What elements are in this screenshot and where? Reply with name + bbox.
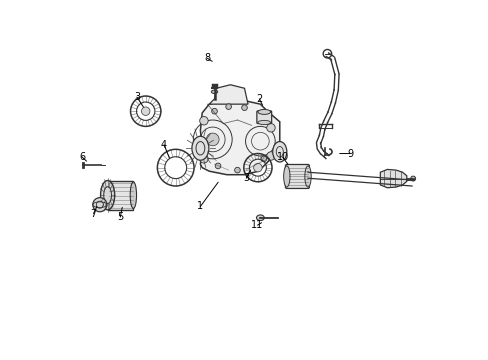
Circle shape <box>199 117 208 125</box>
Polygon shape <box>200 100 279 175</box>
Circle shape <box>199 154 208 163</box>
Circle shape <box>211 108 217 114</box>
Polygon shape <box>209 85 247 104</box>
Ellipse shape <box>257 120 270 125</box>
Text: 10: 10 <box>276 152 288 162</box>
Circle shape <box>234 167 240 173</box>
Text: 9: 9 <box>346 149 353 158</box>
Circle shape <box>253 163 262 172</box>
Circle shape <box>410 176 415 181</box>
Polygon shape <box>107 181 133 210</box>
Circle shape <box>266 152 275 160</box>
Circle shape <box>93 198 107 212</box>
Ellipse shape <box>101 180 114 210</box>
Text: 6: 6 <box>79 152 85 162</box>
Ellipse shape <box>130 182 136 208</box>
Ellipse shape <box>256 215 264 221</box>
FancyBboxPatch shape <box>256 111 271 123</box>
Ellipse shape <box>192 136 208 160</box>
Text: 5: 5 <box>117 212 123 222</box>
Ellipse shape <box>272 141 286 162</box>
Circle shape <box>266 123 275 132</box>
Circle shape <box>225 104 231 109</box>
Text: 2: 2 <box>256 94 262 104</box>
Ellipse shape <box>283 166 289 187</box>
Ellipse shape <box>304 166 310 187</box>
Circle shape <box>261 156 266 162</box>
Ellipse shape <box>257 109 270 114</box>
Circle shape <box>215 163 221 169</box>
Circle shape <box>241 105 247 111</box>
Text: 3: 3 <box>243 173 249 183</box>
Text: 11: 11 <box>251 220 263 230</box>
Ellipse shape <box>211 90 217 94</box>
Text: 8: 8 <box>204 53 210 63</box>
Text: 7: 7 <box>90 208 97 219</box>
Text: 1: 1 <box>197 202 203 211</box>
Circle shape <box>141 107 150 116</box>
Text: 4: 4 <box>161 140 167 150</box>
Circle shape <box>206 133 219 146</box>
Text: 3: 3 <box>134 92 140 102</box>
FancyBboxPatch shape <box>285 165 309 189</box>
Polygon shape <box>380 170 406 188</box>
